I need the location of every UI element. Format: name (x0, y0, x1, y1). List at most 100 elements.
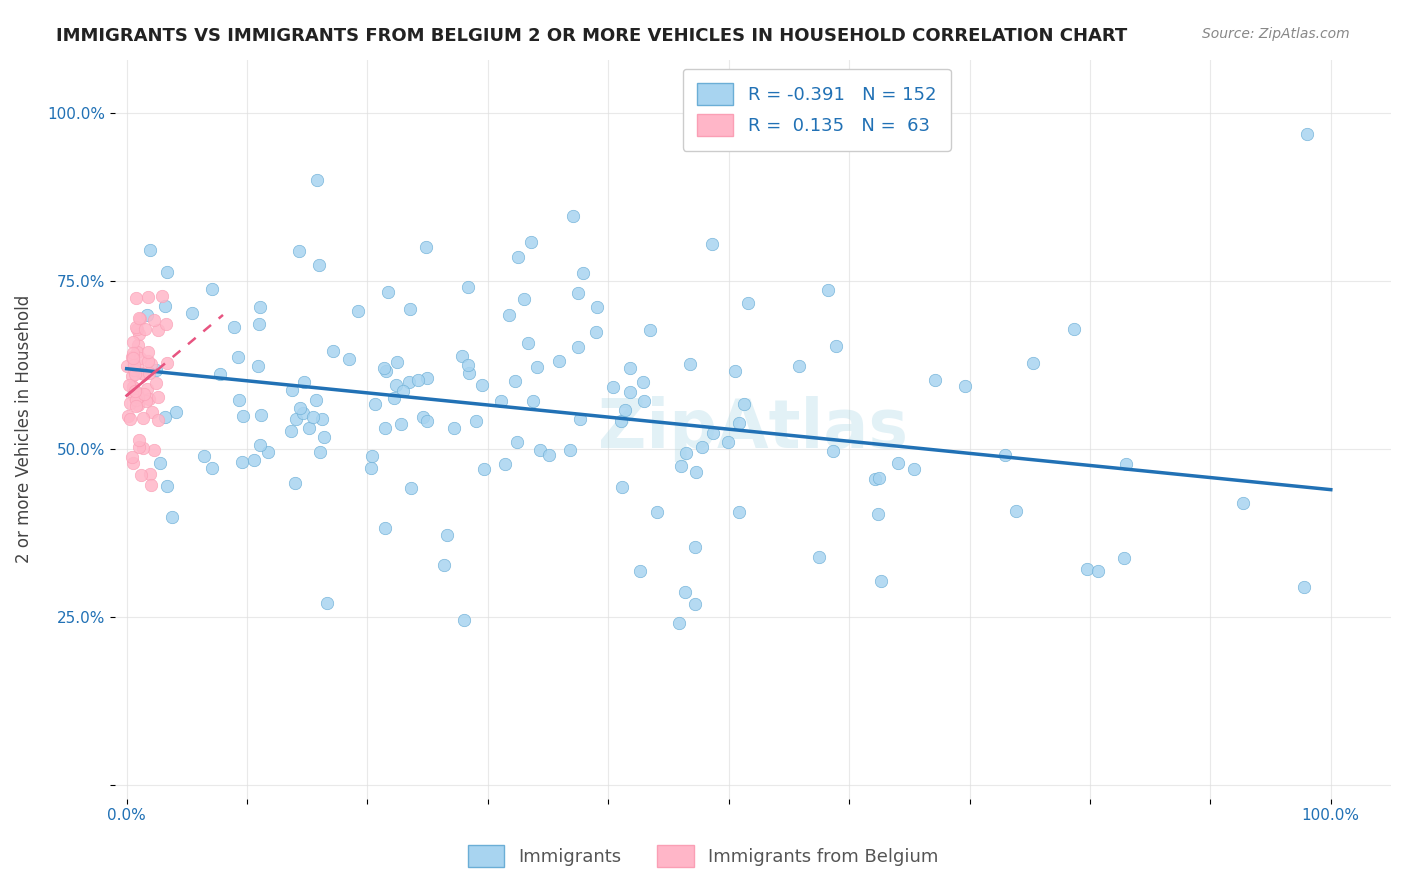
Immigrants (392, 384, 415, 398)
Immigrants (287, 244, 309, 258)
Immigrants (700, 237, 723, 252)
Immigrants (517, 335, 540, 350)
Immigrants (669, 458, 692, 473)
Immigrants from Belgium (117, 409, 139, 423)
Immigrants (562, 210, 585, 224)
Immigrants (683, 597, 706, 611)
Immigrants from Belgium (156, 356, 179, 370)
Immigrants (311, 412, 333, 426)
Immigrants from Belgium (128, 434, 150, 448)
Immigrants (567, 285, 589, 300)
Immigrants (529, 442, 551, 457)
Immigrants (610, 414, 633, 428)
Immigrants from Belgium (125, 322, 148, 336)
Immigrants from Belgium (139, 357, 162, 371)
Immigrants (464, 414, 486, 428)
Immigrants (308, 258, 330, 272)
Immigrants (668, 616, 690, 631)
Immigrants (364, 397, 387, 411)
Immigrants (436, 528, 458, 542)
Immigrants (305, 393, 328, 408)
Immigrants (1295, 127, 1317, 141)
Immigrants (868, 507, 890, 521)
Immigrants (491, 393, 513, 408)
Immigrants (222, 319, 245, 334)
Immigrants (724, 364, 747, 378)
Immigrants (471, 378, 494, 392)
Immigrants (145, 363, 167, 377)
Immigrants (612, 480, 634, 494)
Immigrants from Belgium (124, 384, 146, 399)
Immigrants (443, 421, 465, 435)
Immigrants (153, 409, 176, 424)
Immigrants (415, 240, 437, 254)
Immigrants from Belgium (132, 411, 155, 425)
Immigrants (1022, 356, 1045, 370)
Immigrants (250, 409, 273, 423)
Immigrants (498, 308, 520, 322)
Immigrants (522, 393, 544, 408)
Immigrants (953, 378, 976, 392)
Immigrants (508, 250, 530, 264)
Immigrants (156, 479, 179, 493)
Immigrants from Belgium (125, 358, 148, 372)
Immigrants (406, 373, 429, 387)
Legend: R = -0.391   N = 152, R =  0.135   N =  63: R = -0.391 N = 152, R = 0.135 N = 63 (683, 69, 950, 151)
Immigrants (457, 279, 479, 293)
Immigrants (231, 454, 253, 468)
Immigrants (247, 317, 270, 331)
Immigrants (494, 457, 516, 471)
Immigrants from Belgium (115, 359, 138, 374)
Immigrants (513, 293, 536, 307)
Immigrants from Belgium (132, 386, 155, 401)
Immigrants from Belgium (138, 366, 160, 380)
Immigrants from Belgium (121, 335, 143, 350)
Immigrants from Belgium (125, 320, 148, 334)
Immigrants from Belgium (118, 411, 141, 425)
Immigrants (506, 435, 529, 450)
Immigrants (645, 504, 668, 518)
Immigrants (226, 351, 249, 365)
Immigrants (139, 244, 162, 258)
Immigrants (567, 340, 589, 354)
Immigrants (702, 425, 724, 440)
Immigrants (308, 445, 330, 459)
Immigrants (717, 434, 740, 449)
Immigrants from Belgium (132, 441, 155, 455)
Immigrants (360, 460, 382, 475)
Immigrants from Belgium (146, 323, 169, 337)
Immigrants (389, 417, 412, 431)
Immigrants from Belgium (127, 398, 149, 412)
Immigrants (377, 285, 399, 300)
Immigrants from Belgium (121, 350, 143, 364)
Immigrants from Belgium (141, 405, 163, 419)
Immigrants from Belgium (134, 322, 156, 336)
Immigrants (675, 446, 697, 460)
Immigrants from Belgium (122, 351, 145, 365)
Immigrants from Belgium (128, 351, 150, 365)
Immigrants (505, 374, 527, 388)
Immigrants (817, 283, 839, 297)
Text: ZipAtlas: ZipAtlas (598, 396, 908, 462)
Immigrants (572, 266, 595, 280)
Immigrants (415, 371, 437, 385)
Immigrants from Belgium (146, 413, 169, 427)
Immigrants (787, 359, 810, 373)
Immigrants (374, 364, 396, 378)
Immigrants (633, 393, 655, 408)
Immigrants (1063, 322, 1085, 336)
Immigrants (679, 357, 702, 371)
Immigrants (728, 417, 751, 431)
Immigrants (728, 505, 751, 519)
Immigrants (683, 540, 706, 554)
Immigrants (162, 509, 184, 524)
Immigrants from Belgium (125, 345, 148, 359)
Immigrants from Belgium (128, 440, 150, 454)
Immigrants (288, 401, 311, 416)
Immigrants (180, 306, 202, 320)
Immigrants (249, 300, 271, 314)
Immigrants (399, 481, 422, 495)
Immigrants from Belgium (118, 395, 141, 409)
Immigrants from Belgium (127, 390, 149, 404)
Immigrants (824, 339, 846, 353)
